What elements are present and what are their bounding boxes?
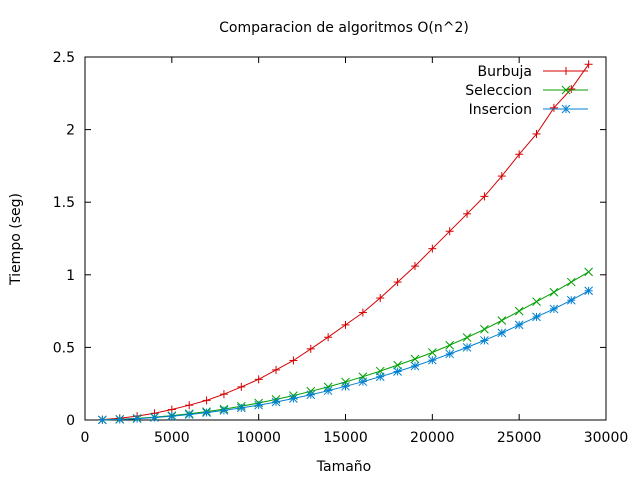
data-point-burbuja: [272, 365, 281, 374]
data-point-seleccion: [393, 360, 402, 370]
data-point-seleccion: [462, 333, 472, 342]
data-point-seleccion: [566, 277, 576, 287]
data-point-burbuja: [480, 192, 489, 201]
legend-marker-insercion: [561, 104, 571, 114]
data-point-insercion: [202, 408, 211, 417]
data-point-insercion: [358, 377, 368, 387]
y-tick-label: 0.5: [53, 340, 75, 356]
data-point-insercion: [115, 415, 125, 424]
data-point-seleccion: [341, 377, 350, 387]
data-point-burbuja: [185, 401, 194, 410]
legend-label-insercion: Insercion: [469, 102, 532, 118]
data-point-burbuja: [341, 320, 350, 329]
data-point-burbuja: [237, 382, 246, 391]
data-point-seleccion: [445, 340, 455, 350]
data-point-seleccion: [584, 267, 593, 277]
data-point-insercion: [566, 295, 576, 305]
data-point-insercion: [219, 406, 229, 415]
data-point-insercion: [132, 414, 142, 424]
y-tick-label: 0: [66, 413, 75, 429]
data-point-insercion: [427, 355, 437, 365]
data-point-seleccion: [497, 316, 507, 325]
legend-label-burbuja: Burbuja: [478, 64, 532, 80]
data-point-burbuja: [306, 344, 315, 353]
x-tick-label: 25000: [497, 430, 542, 446]
axes: 0 5000 10000 15000 20000 25000 30000 0 0.5 1 1.5 2 2…: [53, 50, 629, 446]
data-point-burbuja: [428, 244, 437, 253]
legend-marker-burbuja: [562, 67, 570, 75]
plot-area: [98, 60, 593, 425]
data-point-burbuja: [532, 129, 541, 138]
data-point-burbuja: [515, 150, 524, 159]
x-tick-label: 10000: [236, 430, 281, 446]
data-point-burbuja: [445, 227, 454, 236]
data-point-burbuja: [584, 60, 593, 69]
series-line-insercion: [102, 290, 589, 421]
data-point-burbuja: [289, 356, 298, 365]
x-tick-label: 20000: [410, 430, 455, 446]
legend-label-seleccion: Seleccion: [465, 83, 532, 99]
data-point-insercion: [167, 411, 177, 421]
data-point-seleccion: [427, 348, 437, 357]
data-point-insercion: [514, 320, 524, 330]
data-point-insercion: [584, 286, 593, 296]
data-point-burbuja: [219, 390, 228, 399]
data-point-burbuja: [497, 172, 506, 181]
data-point-insercion: [254, 400, 264, 410]
series-line-seleccion: [102, 271, 589, 421]
data-point-burbuja: [324, 333, 333, 342]
y-tick-label: 2: [66, 123, 75, 139]
data-point-insercion: [549, 304, 559, 314]
data-point-burbuja: [254, 375, 263, 384]
data-point-seleccion: [480, 324, 489, 334]
y-axis-label: Tiempo (seg): [8, 193, 24, 286]
data-point-insercion: [393, 367, 402, 376]
data-point-insercion: [98, 415, 107, 425]
data-point-burbuja: [567, 84, 576, 93]
data-point-burbuja: [167, 405, 176, 414]
data-point-insercion: [532, 312, 541, 322]
data-point-insercion: [236, 403, 246, 413]
legend-marker-seleccion: [561, 85, 571, 95]
data-point-burbuja: [358, 308, 367, 317]
data-point-insercion: [289, 394, 298, 403]
data-point-insercion: [271, 397, 281, 407]
data-point-insercion: [410, 361, 420, 371]
y-tick-label: 1: [66, 268, 75, 284]
x-tick-label: 0: [81, 430, 90, 446]
data-point-burbuja: [463, 209, 472, 218]
data-point-insercion: [375, 372, 385, 382]
data-point-seleccion: [532, 297, 541, 307]
data-point-insercion: [480, 336, 489, 345]
y-tick-label: 1.5: [53, 195, 75, 211]
data-point-burbuja: [410, 262, 419, 271]
data-point-seleccion: [549, 287, 559, 297]
x-axis-label: Tamaño: [316, 459, 371, 475]
data-point-insercion: [445, 349, 455, 359]
data-point-burbuja: [376, 294, 385, 303]
data-point-insercion: [323, 386, 333, 396]
data-point-burbuja: [549, 103, 558, 112]
data-point-insercion: [150, 413, 159, 422]
data-point-insercion: [497, 328, 507, 338]
x-tick-label: 30000: [584, 430, 629, 446]
data-point-insercion: [462, 343, 472, 352]
data-point-insercion: [184, 410, 194, 419]
legend: Burbuja Seleccion Insercion: [465, 64, 588, 118]
x-tick-label: 15000: [323, 430, 368, 446]
data-point-seleccion: [514, 306, 524, 316]
data-point-insercion: [306, 390, 316, 400]
data-point-burbuja: [202, 396, 211, 405]
data-point-seleccion: [410, 354, 420, 364]
chart-title: Comparacion de algoritmos O(n^2): [219, 20, 469, 36]
data-point-insercion: [341, 381, 350, 391]
y-tick-label: 2.5: [53, 50, 75, 66]
x-tick-label: 5000: [154, 430, 190, 446]
data-point-burbuja: [393, 278, 402, 287]
